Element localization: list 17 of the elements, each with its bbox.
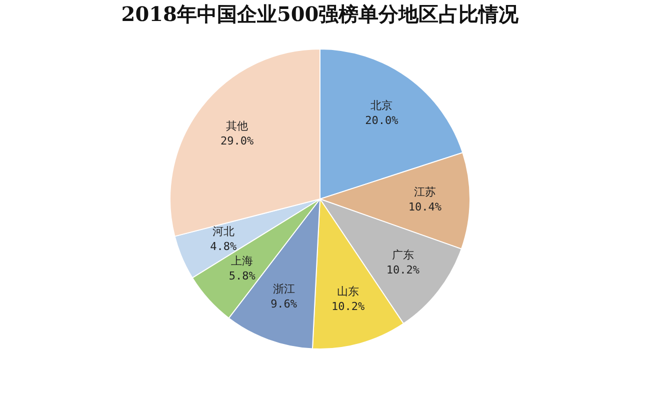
data-label: 10.2% xyxy=(386,263,420,276)
chart-title: 2018年中国企业500强榜单分地区占比情况 xyxy=(121,2,520,26)
slice-label: 其他 xyxy=(226,120,248,133)
data-label: 10.4% xyxy=(408,200,442,214)
data-label: 29.0% xyxy=(220,134,254,148)
data-label: 20.0% xyxy=(365,114,399,128)
slice-label: 浙江 xyxy=(272,282,295,296)
data-label: 4.8% xyxy=(210,240,237,254)
data-label: 10.2% xyxy=(331,300,365,314)
slice-label: 广东 xyxy=(392,248,414,262)
slice-label: 河北 xyxy=(212,225,234,238)
slice-label: 上海 xyxy=(231,254,254,268)
slice-label: 山东 xyxy=(337,285,360,298)
slice-label: 北京 xyxy=(370,99,393,112)
data-label: 5.8% xyxy=(228,269,256,282)
slice-label: 江苏 xyxy=(414,185,436,198)
data-label: 9.6% xyxy=(270,298,298,311)
